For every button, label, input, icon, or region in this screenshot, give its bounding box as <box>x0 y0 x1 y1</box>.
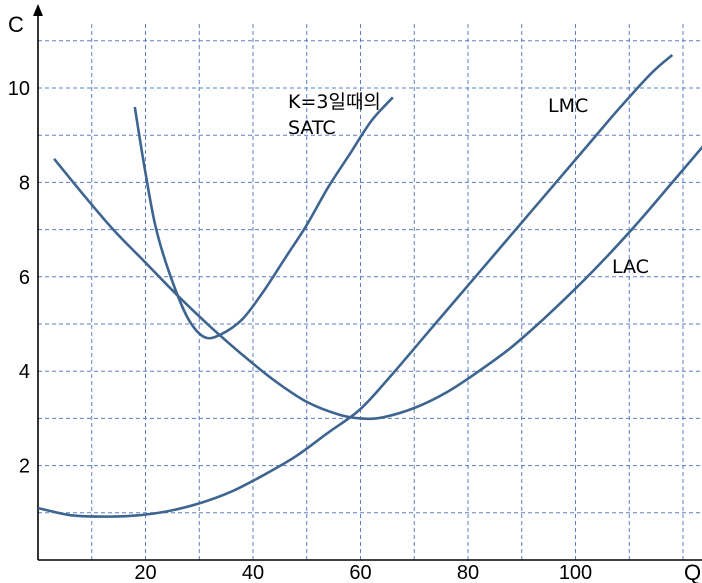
satc-label-line-2: SATC <box>288 117 336 139</box>
lmc-label: LMC <box>548 95 588 117</box>
x-tick-label: 60 <box>349 562 371 583</box>
tick-labels: 20 40 60 80 100 2 4 6 8 10 <box>8 78 592 583</box>
y-tick-label: 10 <box>8 78 30 100</box>
y-tick-label: 2 <box>19 456 30 478</box>
lmc-curve <box>37 54 674 518</box>
x-tick-label: 80 <box>457 562 479 583</box>
satc-curve <box>133 96 394 340</box>
lac-curve <box>53 145 702 421</box>
series <box>37 54 702 518</box>
grid <box>38 22 702 560</box>
lac-label: LAC <box>612 256 649 278</box>
y-tick-label: 4 <box>19 361 30 383</box>
y-axis-arrow <box>33 4 43 16</box>
series-labels: K=3일때의 SATC LMC LAC <box>288 91 649 278</box>
satc-label: K=3일때의 SATC <box>288 91 387 139</box>
axes: C Q <box>8 4 702 583</box>
y-tick-label: 8 <box>19 172 30 194</box>
y-tick-label: 6 <box>19 267 30 289</box>
y-axis-title: C <box>8 12 24 37</box>
satc-label-line-1: K=3일때의 <box>288 91 381 113</box>
x-tick-label: 20 <box>134 562 156 583</box>
x-tick-label: 100 <box>559 562 592 583</box>
x-axis-title: Q <box>684 560 701 583</box>
x-tick-label: 40 <box>242 562 264 583</box>
